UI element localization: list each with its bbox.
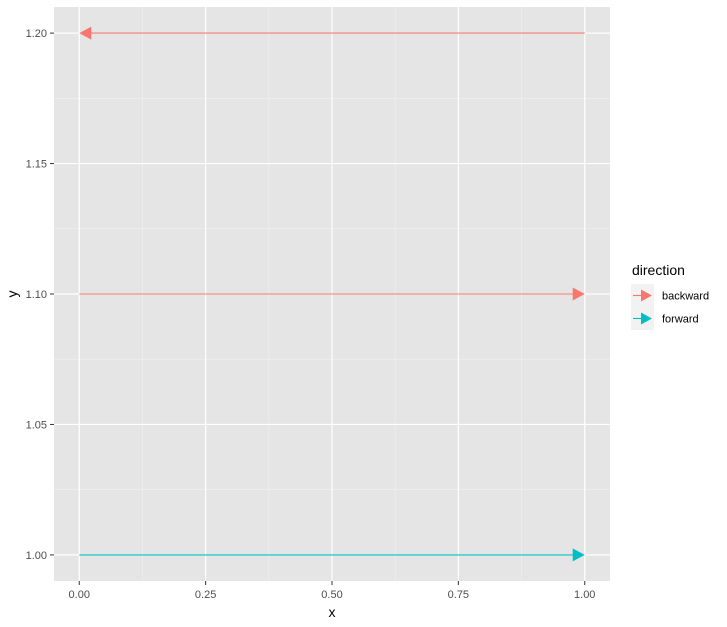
y-tick-label: 1.00 [26, 550, 47, 562]
y-tick-label: 1.15 [26, 159, 47, 171]
legend-label-forward: forward [662, 314, 699, 326]
x-tick-label: 0.25 [195, 589, 216, 601]
arrow-segments [79, 26, 585, 562]
arrowhead-backward [79, 26, 92, 40]
legend: direction backward forward [631, 262, 709, 330]
legend-title: direction [632, 262, 685, 278]
legend-key-arrow-icon [641, 289, 652, 302]
arrowhead-backward [572, 287, 585, 301]
y-axis: 1.00 1.05 1.10 1.15 1.20 [26, 28, 54, 562]
legend-entries: backward forward [631, 284, 709, 330]
x-tick-label: 0.50 [321, 589, 342, 601]
y-axis-title: y [4, 291, 20, 298]
arrowhead-forward [572, 548, 585, 562]
y-tick-label: 1.10 [26, 289, 47, 301]
x-tick-label: 0.00 [69, 589, 90, 601]
x-tick-label: 1.00 [574, 589, 595, 601]
legend-key-arrow-icon [641, 312, 652, 325]
x-tick-label: 0.75 [448, 589, 469, 601]
y-tick-label: 1.20 [26, 28, 47, 40]
legend-label-backward: backward [662, 291, 709, 303]
y-tick-label: 1.05 [26, 419, 47, 431]
x-axis: 0.00 0.25 0.50 0.75 1.00 [69, 581, 595, 601]
x-axis-title: x [329, 604, 336, 620]
